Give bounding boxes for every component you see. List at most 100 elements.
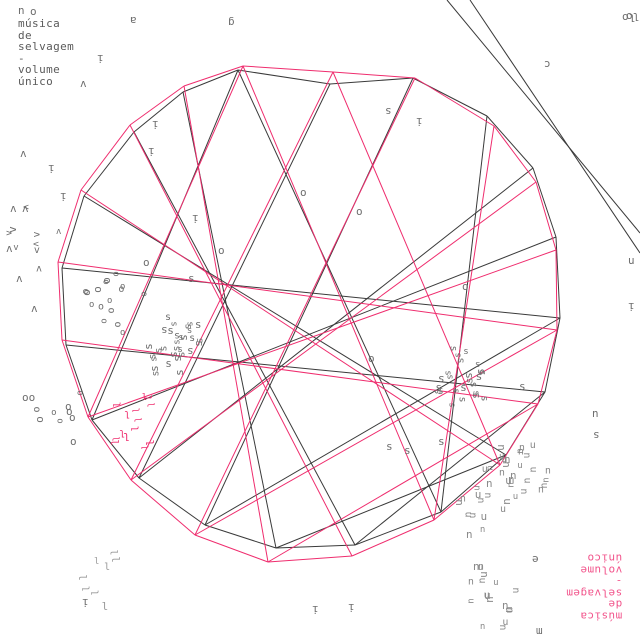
stray-glyph: o: [218, 244, 225, 257]
cluster-glyph: s: [460, 381, 467, 395]
mesh-hull-edge: [61, 339, 89, 418]
cluster-glyph: v: [33, 244, 40, 256]
stray-glyph: n: [628, 255, 635, 268]
cluster-glyph: u: [505, 473, 512, 487]
cluster-glyph: u: [477, 562, 484, 573]
mesh-chord: [87, 65, 244, 418]
stray-glyph: i: [312, 603, 319, 616]
mesh-chord: [129, 124, 353, 557]
mesh-chord: [57, 261, 558, 331]
cluster-glyph: s: [463, 347, 469, 358]
cluster-glyph: o: [69, 411, 76, 425]
stray-glyph: o: [143, 256, 150, 269]
stray-glyph: i: [416, 115, 423, 128]
cluster-glyph: u: [501, 453, 508, 465]
mesh-hull-edge: [537, 329, 558, 405]
cluster-glyph: s: [475, 369, 483, 383]
stray-glyph: v: [16, 273, 23, 286]
cluster-glyph: l: [107, 549, 119, 556]
cluster-glyph: u: [493, 577, 499, 588]
cluster-glyph: u: [529, 439, 536, 451]
cluster-glyph: o: [97, 300, 104, 312]
mesh-chord: [138, 83, 331, 479]
stray-glyph: e: [532, 553, 539, 566]
cluster-glyph: v: [30, 241, 41, 247]
cluster-glyph: l: [131, 417, 142, 424]
cluster-glyph: l: [94, 556, 100, 567]
mesh-chord: [237, 69, 442, 513]
cluster-glyph: l: [109, 556, 123, 563]
cluster-glyph: u: [483, 589, 491, 603]
cluster-glyph: s: [167, 324, 174, 338]
cluster-glyph: o: [51, 408, 57, 419]
mesh-chord: [83, 195, 507, 456]
mesh-hull-edge: [182, 69, 239, 93]
cluster-glyph: s: [189, 332, 196, 344]
stray-glyph: o: [462, 280, 469, 293]
cluster-glyph: v: [13, 242, 19, 253]
cluster-glyph: s: [182, 323, 194, 330]
mesh-chord: [242, 65, 435, 521]
cluster-glyph: o: [99, 318, 110, 324]
cluster-glyph: u: [474, 487, 482, 501]
cluster-glyph: s: [467, 381, 479, 388]
mesh-hull-edge: [129, 85, 185, 126]
cluster-glyph: s: [456, 396, 468, 403]
cluster-glyph: u: [510, 587, 522, 594]
cluster-glyph: u: [502, 617, 509, 629]
stray-glyph: m: [536, 625, 543, 638]
mesh-hull-edge: [65, 344, 93, 421]
cluster-glyph: l: [75, 574, 89, 581]
stray-glyph: s: [188, 272, 195, 285]
mesh-chord: [440, 115, 488, 513]
mesh-chord: [133, 131, 356, 546]
stray-glyph: o: [368, 352, 375, 365]
stray-glyph: g: [228, 16, 235, 29]
mesh-hull-edge: [499, 403, 539, 466]
cluster-glyph: o: [31, 406, 43, 413]
stray-glyph: s: [438, 435, 445, 448]
cluster-glyph: s: [178, 333, 184, 344]
cluster-glyph: s: [437, 384, 444, 398]
cluster-glyph: u: [485, 477, 493, 491]
cluster-glyph: u: [518, 487, 530, 495]
stray-glyph: v: [20, 148, 27, 161]
cluster-glyph: u: [479, 620, 486, 631]
mesh-chord: [91, 236, 557, 421]
cluster-glyph: s: [187, 345, 194, 359]
page-title: música de selvagem - volume único: [18, 17, 75, 88]
cluster-glyph: s: [142, 342, 156, 350]
stray-glyph: o: [300, 186, 307, 199]
cluster-glyph: l: [101, 600, 109, 614]
mesh-hull-edge: [80, 124, 131, 191]
mesh-chord: [183, 85, 269, 563]
stray-glyph: c: [544, 58, 551, 71]
mesh-hull-edge: [535, 181, 557, 251]
mesh-hull-edge: [237, 69, 331, 85]
cluster-glyph: o: [119, 326, 126, 337]
mesh-hull-edge: [354, 511, 442, 546]
cluster-glyph: u: [480, 510, 488, 524]
diagonal-rays: [446, 0, 640, 254]
stray-glyph: i: [48, 162, 55, 175]
cluster-glyph: u: [527, 466, 539, 473]
diagonal-ray: [446, 0, 640, 234]
mesh-hull-edge: [87, 416, 132, 481]
stray-glyph: lo: [622, 11, 636, 24]
cluster-glyph: o: [120, 281, 126, 292]
cluster-glyph: u: [500, 504, 507, 516]
cluster-glyph: o: [118, 283, 125, 295]
mesh-hull-edge: [204, 524, 277, 549]
cluster-glyph: u: [537, 483, 544, 495]
mesh-hull-edge: [555, 249, 558, 331]
mesh-chord: [204, 77, 414, 526]
stray-glyph: i: [82, 596, 89, 609]
mesh-chord: [130, 181, 537, 481]
mesh-hull-edge: [57, 261, 63, 341]
cluster-glyph: l: [124, 408, 131, 420]
cluster-glyph: s: [444, 374, 455, 381]
cluster-glyph: s: [177, 344, 183, 355]
mesh-chord: [354, 391, 546, 546]
mesh-hull-edge: [61, 267, 67, 346]
